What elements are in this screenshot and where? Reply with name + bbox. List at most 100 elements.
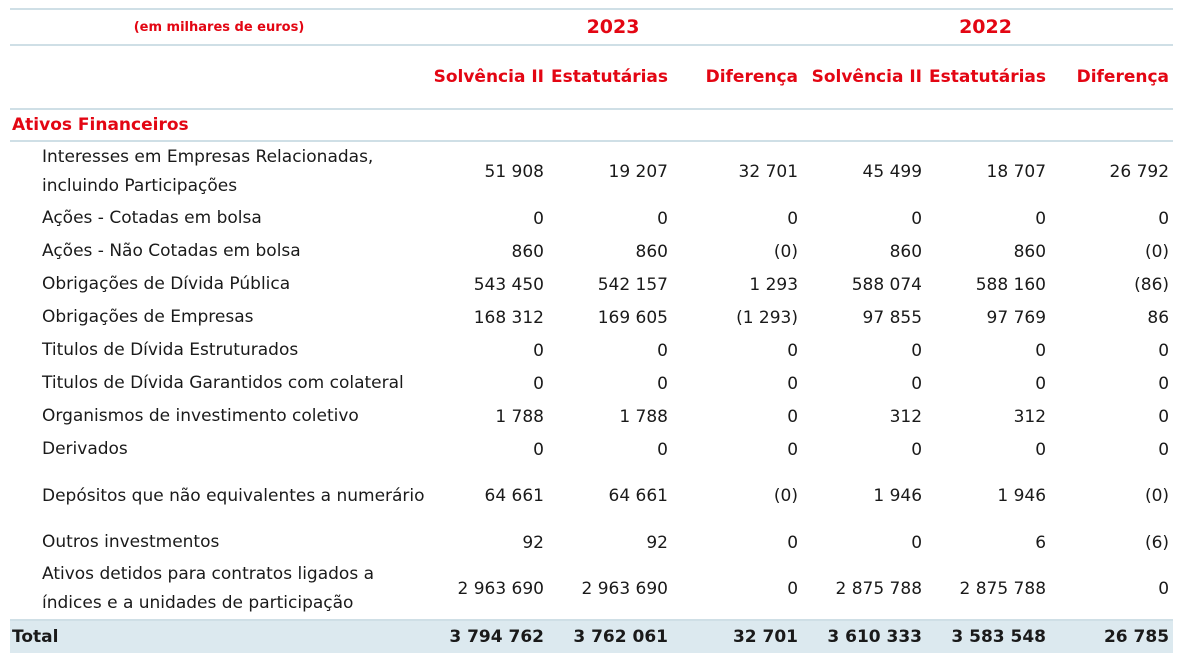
row-value: 1 293 xyxy=(749,274,799,295)
column-header-estatutarias-2023: Estatutárias xyxy=(544,45,668,110)
row-value: 0 xyxy=(1035,340,1047,361)
row-value: 32 701 xyxy=(738,162,799,182)
row-value: 26 792 xyxy=(1109,162,1170,182)
row-label: Outros investmentos xyxy=(42,532,220,552)
row-value: 2 875 788 xyxy=(959,579,1047,599)
row-label: Derivados xyxy=(42,439,128,459)
row-value: 0 xyxy=(787,373,799,394)
row-value: 0 xyxy=(911,532,923,553)
row-value: 0 xyxy=(1158,373,1170,394)
row-value: 92 xyxy=(646,532,668,553)
table-row: Ações - Cotadas em bolsa 0 0 0 0 0 0 xyxy=(10,202,1173,235)
row-value: (0) xyxy=(1144,486,1170,506)
row-value: 0 xyxy=(787,579,799,599)
row-value: 860 xyxy=(1013,241,1047,262)
section-title: Ativos Financeiros xyxy=(10,109,1174,142)
row-value: 588 160 xyxy=(975,274,1047,295)
table-row: Interesses em Empresas Relacionadas, inc… xyxy=(10,141,1173,202)
row-value: 97 855 xyxy=(862,307,923,328)
row-value: 0 xyxy=(787,532,799,553)
row-label: Ações - Cotadas em bolsa xyxy=(42,208,262,228)
row-value: 0 xyxy=(911,439,923,460)
row-value: 0 xyxy=(533,439,544,460)
row-value: 0 xyxy=(533,373,544,394)
row-value: 1 788 xyxy=(495,406,544,427)
row-value: 0 xyxy=(911,340,923,361)
year-2022-header: 2022 xyxy=(798,8,1174,46)
total-value: 3 762 061 xyxy=(544,619,668,653)
row-value: 860 xyxy=(511,241,544,262)
financial-assets-table: (em milhares de euros) 2023 2022 Solvênc… xyxy=(10,8,1174,653)
row-value: 0 xyxy=(657,340,668,361)
table-row: Derivados 0 0 0 0 0 0 xyxy=(10,433,1173,466)
total-value: 3 583 548 xyxy=(922,619,1047,653)
row-value: 169 605 xyxy=(597,307,668,328)
row-value: (0) xyxy=(773,241,799,262)
row-value: (0) xyxy=(773,486,799,506)
row-value: 0 xyxy=(1035,373,1047,394)
row-value: 0 xyxy=(533,208,544,229)
row-value: 64 661 xyxy=(608,486,668,506)
row-label: Obrigações de Dívida Pública xyxy=(42,274,291,294)
column-header-empty xyxy=(10,45,428,110)
row-value: 0 xyxy=(1035,208,1047,229)
column-header-diferenca-2022: Diferença xyxy=(1046,45,1174,110)
row-value: 1 946 xyxy=(997,486,1047,506)
row-label: Titulos de Dívida Estruturados xyxy=(42,340,299,360)
table-body: Interesses em Empresas Relacionadas, inc… xyxy=(10,141,1173,620)
total-value: 26 785 xyxy=(1046,619,1174,653)
row-value: 0 xyxy=(533,340,544,361)
row-value: 6 xyxy=(1035,532,1047,553)
column-header-estatutarias-2022: Estatutárias xyxy=(922,45,1047,110)
row-value: 0 xyxy=(1158,439,1170,460)
row-value: 0 xyxy=(1158,340,1170,361)
row-value: (6) xyxy=(1144,532,1170,553)
row-value: 0 xyxy=(787,340,799,361)
section-row: Ativos Financeiros xyxy=(10,109,1174,142)
row-value: 97 769 xyxy=(986,307,1047,328)
row-value: 45 499 xyxy=(862,162,923,182)
units-label: (em milhares de euros) xyxy=(10,8,428,46)
row-value: 542 157 xyxy=(597,274,668,295)
table-row: Obrigações de Dívida Pública 543 450 542 1… xyxy=(10,268,1173,301)
row-value: 860 xyxy=(635,241,668,262)
table-row: Depósitos que não equivalentes a numerár… xyxy=(10,466,1173,526)
row-value: 312 xyxy=(1013,406,1047,427)
row-value: 860 xyxy=(889,241,923,262)
row-value: 588 074 xyxy=(851,274,923,295)
row-label: Ações - Não Cotadas em bolsa xyxy=(42,241,301,261)
row-value: 1 946 xyxy=(873,486,923,506)
row-value: 168 312 xyxy=(473,307,544,328)
total-label: Total xyxy=(10,619,428,653)
table-row: Ações - Não Cotadas em bolsa 860 860 (0) 860… xyxy=(10,235,1173,268)
row-value: 0 xyxy=(1158,208,1170,229)
row-value: 0 xyxy=(911,373,923,394)
row-value: 0 xyxy=(657,373,668,394)
row-label: Interesses em Empresas Relacionadas, inc… xyxy=(42,147,374,196)
row-value: 0 xyxy=(911,208,923,229)
row-value: 0 xyxy=(787,439,799,460)
row-value: 0 xyxy=(787,406,799,427)
row-value: 0 xyxy=(787,208,799,229)
total-value: 3 794 762 xyxy=(428,619,544,653)
row-value: 543 450 xyxy=(473,274,544,295)
row-value: 0 xyxy=(1158,579,1170,599)
table-row: Obrigações de Empresas 168 312 169 605 (1 2… xyxy=(10,301,1173,334)
row-value: 92 xyxy=(522,532,544,553)
row-label: Titulos de Dívida Garantidos com colater… xyxy=(42,373,404,393)
total-value: 32 701 xyxy=(668,619,799,653)
row-value: 1 788 xyxy=(619,406,668,427)
row-value: 0 xyxy=(1035,439,1047,460)
column-header-solvencia-2023: Solvência II xyxy=(428,45,544,110)
row-value: 0 xyxy=(1158,406,1170,427)
row-value: 0 xyxy=(657,208,668,229)
row-value: (1 293) xyxy=(736,307,799,328)
row-value: 2 875 788 xyxy=(835,579,923,599)
total-value: 3 610 333 xyxy=(798,619,923,653)
table-row: Titulos de Dívida Garantidos com colater… xyxy=(10,367,1173,400)
row-label: Obrigações de Empresas xyxy=(42,307,254,327)
row-value: 86 xyxy=(1147,307,1170,328)
row-value: 19 207 xyxy=(608,162,668,182)
row-value: 0 xyxy=(657,439,668,460)
